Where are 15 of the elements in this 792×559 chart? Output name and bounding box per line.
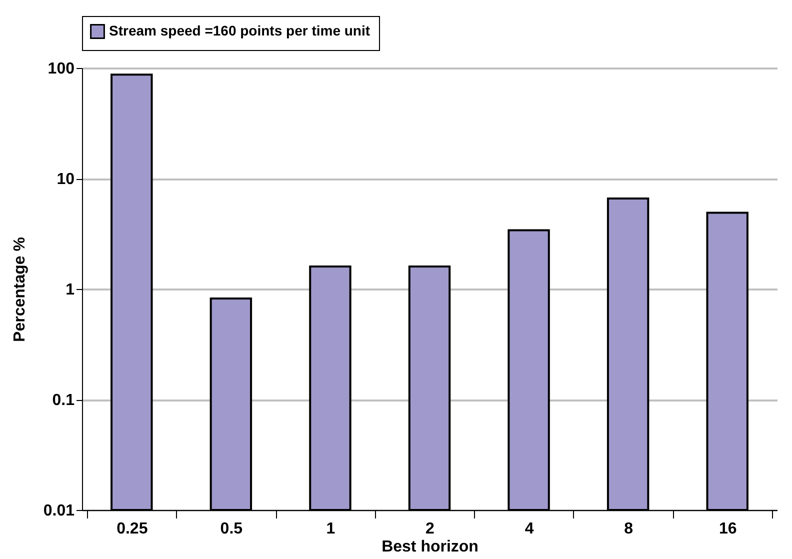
- x-tick-label: 1: [326, 520, 336, 538]
- x-tick-label: 0.5: [220, 520, 243, 538]
- y-tick-label: 1: [66, 282, 75, 298]
- y-tick-label: 10: [56, 171, 75, 188]
- x-tick-label: 0.25: [116, 520, 148, 538]
- y-axis-title: Percentage %: [11, 237, 28, 342]
- y-tick-label: 0.01: [43, 502, 75, 520]
- x-tick-label: 8: [624, 520, 634, 538]
- x-tick-label: 16: [718, 520, 737, 538]
- y-tick-label: 100: [48, 60, 75, 78]
- x-tick-label: 2: [426, 520, 435, 538]
- x-axis-title: Best horizon: [382, 538, 478, 556]
- legend-label: Stream speed =160 points per time unit: [109, 22, 370, 38]
- x-tick-label: 4: [524, 520, 534, 538]
- y-tick-label: 0.1: [52, 392, 75, 409]
